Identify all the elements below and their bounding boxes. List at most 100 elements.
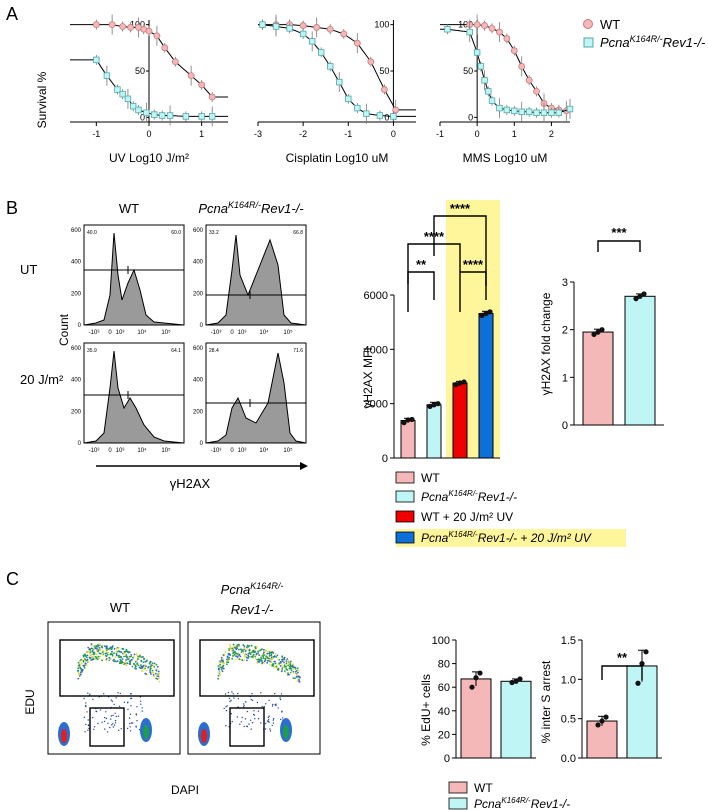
flow-ytick-2-0: 0 [78, 441, 82, 447]
dotplot-dot-0-137 [87, 650, 90, 653]
dotplot-mid-0-47 [129, 713, 132, 715]
dotplot-dot-1-335 [243, 659, 245, 662]
dotplot-dot-1-137 [277, 663, 280, 666]
dotplot-mid-0-15 [129, 730, 132, 732]
dotplot-dot-1-349 [263, 648, 265, 651]
survival-curve-mut-1 [258, 24, 416, 117]
dotplot-dot-1-179 [288, 673, 290, 676]
flow-xtick-1-3: 10⁴ [259, 329, 269, 336]
dotplot-dot-0-260 [78, 673, 81, 676]
dotplot-dot-1-208 [240, 651, 243, 653]
flow-xtick-3-4: 10⁵ [283, 447, 293, 454]
dotplot-dot-0-209 [91, 650, 94, 653]
sarrest-dot-1-1 [639, 661, 645, 667]
dotplot-dot-1-258 [255, 654, 258, 657]
dotplot-dot-0-341 [82, 654, 85, 657]
flow-ytick-0-2: 400 [71, 260, 82, 266]
edu-dot-1-0 [509, 679, 515, 686]
legend-mut-sup: K164R/- [630, 34, 663, 44]
dotplot-dot-0-224 [85, 663, 88, 666]
dotplot-mid-0-22 [93, 728, 95, 731]
dotplot-mid-0-29 [126, 727, 129, 730]
dotplot-mid-1-6 [251, 721, 254, 724]
dotplot-mid-0-3 [115, 697, 117, 699]
survival-point-wt-2-9 [533, 88, 540, 95]
dotplot-dot-1-115 [294, 677, 296, 680]
dotplot-dot-1-355 [247, 657, 249, 659]
dotplot-gate-upper-0 [59, 639, 175, 697]
dotplot-dot-1-26 [217, 674, 220, 677]
dotplot-dot-1-365 [247, 654, 250, 657]
dotplot-dot-1-135 [275, 656, 278, 658]
edu-dot-0-2 [477, 670, 483, 676]
dotplot-mid-0-5 [92, 716, 94, 719]
dotplot-mid-0-80 [136, 720, 138, 722]
dotplot-dot-0-151 [90, 647, 93, 650]
dotplot-dot-0-107 [144, 664, 146, 666]
edu-ytick-label-1: 20 [438, 729, 450, 741]
dotplot-dot-0-54 [107, 651, 110, 654]
dotplot-dot-1-108 [267, 659, 270, 662]
dotplot-dot-1-88 [251, 656, 254, 658]
dotplot-dot-0-167 [94, 655, 97, 658]
flow-ytick-1-3: 600 [193, 228, 204, 234]
survival-xtick-label-1-0: -3 [254, 129, 262, 139]
dotplot-dot-0-323 [156, 678, 159, 680]
dotplot-mid-0-73 [106, 731, 109, 733]
survival-point-wt-1-7 [353, 39, 361, 47]
dotplot-dot-1-120 [237, 648, 240, 651]
dotplot-dot-1-307 [243, 647, 246, 650]
sarrest-sig: ** [617, 650, 628, 665]
mfi-sig-3: **** [450, 201, 471, 216]
dotplot-mid-0-19 [105, 711, 107, 713]
dotplot-mid-0-43 [101, 721, 103, 723]
dotplot-dot-1-260 [282, 666, 285, 668]
dotplot-mid-0-8 [111, 700, 114, 702]
survival-point-wt-0-1 [108, 21, 116, 29]
mfi-bar-1 [426, 404, 442, 459]
flow-histograms: 40.0 60.0 0 200 400 600 -10³ 0 10³ 10⁴ 10⁵ 33.2 66.8… [71, 224, 307, 454]
dotplot-dot-0-302 [122, 662, 125, 665]
dotplot-dot-1-342 [244, 650, 247, 652]
dotplot-mid-1-42 [277, 707, 279, 709]
dotplot-dot-0-265 [108, 657, 111, 659]
dotplot-mid-1-21 [250, 698, 252, 701]
dotplot-mid-0-31 [114, 712, 116, 714]
legend-b-wt-swatch [395, 471, 415, 484]
dotplot-dot-0-357 [111, 646, 114, 649]
mfi-bar-0 [400, 420, 416, 459]
sarrest-ylabel: % inter S arrest [539, 660, 553, 743]
dotplot-dot-1-240 [220, 656, 223, 659]
dotplot-dot-1-267 [238, 645, 241, 647]
legend-b-mutuv-label: PcnaK164R/-Rev1-/- + 20 J/m² UV [421, 530, 592, 545]
dotplot-mid-1-87 [272, 703, 274, 706]
edu-ytick-label-5: 100 [432, 635, 450, 647]
dotplot-dot-0-316 [81, 668, 84, 671]
dotplot-dot-1-304 [290, 669, 293, 672]
flow-ytick-3-1: 200 [193, 409, 204, 415]
dotplot-dot-1-253 [281, 658, 284, 661]
dotplot-dot-1-364 [257, 658, 260, 660]
survival-point-mut-2-16 [566, 105, 574, 113]
survival-point-mut-2-7 [496, 104, 503, 112]
dotplot-dot-0-202 [85, 655, 87, 657]
edu-dot-1-1 [513, 678, 519, 684]
flow-xtick-1-0: -10³ [211, 330, 222, 336]
survival-xtick-label-0-2: 1 [199, 129, 204, 139]
dotplot-mid-1-27 [231, 720, 233, 723]
dotplot-dot-1-181 [270, 661, 273, 664]
flow-xtick-2-1: 0 [108, 448, 112, 454]
dotplot-dot-0-145 [123, 652, 125, 655]
sarrest-dot-0-2 [603, 714, 609, 720]
dotplot-mid-1-80 [274, 692, 276, 695]
survival-point-wt-2-6 [510, 47, 518, 54]
survival-point-wt-2-8 [525, 76, 533, 84]
dotplot-dot-0-125 [77, 677, 80, 680]
sarrest-ytick-label-0: 0.0 [561, 753, 576, 765]
dotplot-dot-0-333 [128, 660, 131, 663]
edu-bar-0 [460, 678, 492, 759]
survival-curve-mut-2 [440, 28, 571, 114]
dotplot-dot-1-241 [236, 647, 239, 649]
dotplot-mid-0-81 [110, 715, 113, 717]
dotplot-dot-0-340 [130, 658, 133, 661]
